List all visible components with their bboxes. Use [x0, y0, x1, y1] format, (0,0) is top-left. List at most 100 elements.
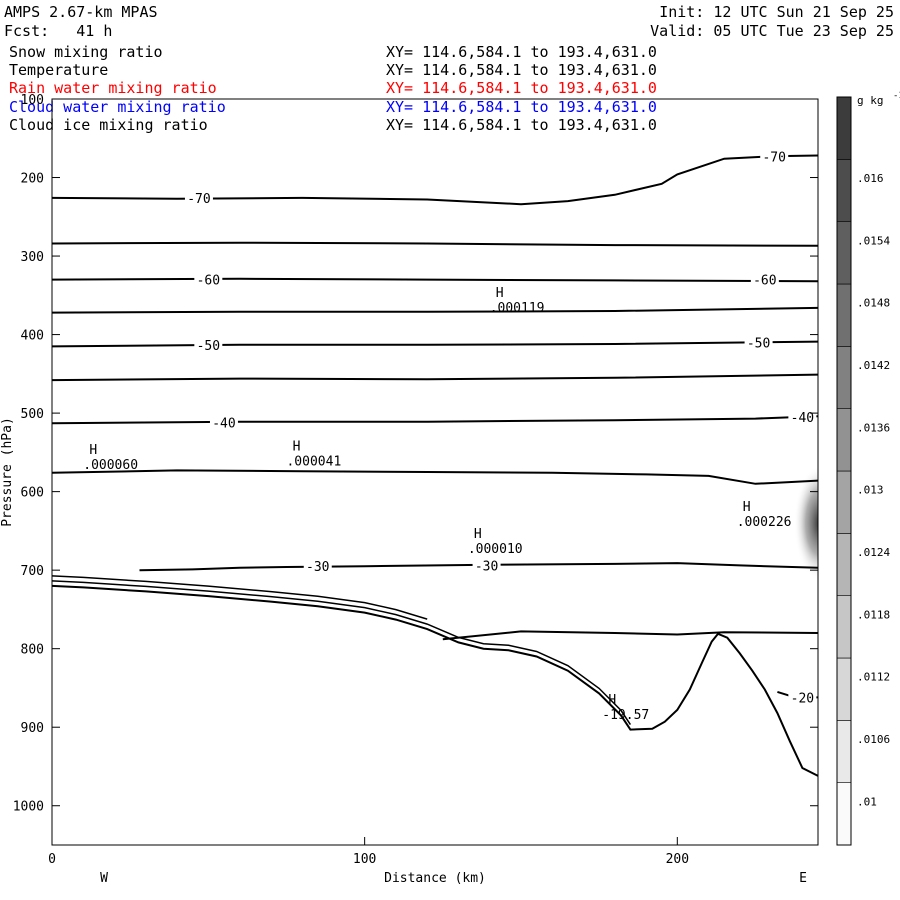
- colorbar-cell: [836, 470, 852, 534]
- max-marker: H: [474, 527, 482, 542]
- isotherm-label: -40: [791, 411, 814, 426]
- field-extent: XY= 114.6,584.1 to 193.4,631.0: [386, 79, 657, 98]
- isotherm-label: -70: [762, 150, 785, 165]
- valid-time: Valid: 05 UTC Tue 23 Sep 25: [650, 22, 894, 40]
- isotherm-label-bg: [744, 334, 773, 350]
- forecast-prefix: Fcst:: [4, 22, 50, 40]
- x-tick-label: 200: [666, 852, 689, 867]
- max-value: .000041: [286, 454, 341, 469]
- isotherm-label: -60: [197, 274, 220, 289]
- isotherm-label-bg: [303, 558, 332, 574]
- x-axis-label: Distance (km): [384, 871, 486, 886]
- max-value: .000060: [83, 458, 138, 473]
- field-name: Cloud ice mixing ratio: [9, 115, 208, 134]
- y-tick-label: 1000: [13, 800, 44, 815]
- colorbar-tick-label: .016: [857, 172, 884, 185]
- isotherm-line: [51, 154, 819, 206]
- isotherm-label-bg: [194, 336, 223, 352]
- field-name: Cloud water mixing ratio: [9, 97, 226, 116]
- colorbar-tick-label: .0118: [857, 608, 890, 621]
- colorbar-tick-label: .013: [857, 484, 884, 497]
- colorbar-cell: [836, 595, 852, 659]
- colorbar-tick-label: .0106: [857, 733, 890, 746]
- colorbar-tick-label: .0142: [857, 359, 890, 372]
- colorbar-cell: [836, 346, 852, 409]
- colorbar-frame: [836, 96, 852, 846]
- surface-contour-line: [51, 575, 428, 620]
- colorbar-cell: [836, 720, 852, 783]
- max-value: .000010: [468, 542, 523, 557]
- colorbar-cell: [836, 782, 852, 846]
- field-extent: XY= 114.6,584.1 to 193.4,631.0: [386, 61, 657, 80]
- max-marker: H: [293, 439, 301, 454]
- max-value: .000119: [490, 301, 545, 316]
- colorbar-cell: [836, 408, 852, 472]
- init-time: Init: 12 UTC Sun 21 Sep 25: [659, 3, 894, 21]
- isotherm-label-bg: [209, 414, 238, 430]
- x-tick-label: 0: [48, 852, 56, 867]
- field-extent: XY= 114.6,584.1 to 193.4,631.0: [386, 97, 657, 116]
- forecast-label: Fcst: 41 h: [4, 23, 112, 40]
- isotherm-line: [51, 415, 819, 425]
- isotherm-label: -50: [747, 336, 770, 351]
- colorbar-cell: [836, 533, 852, 596]
- isotherm-label: -50: [197, 339, 220, 354]
- isotherm-label-bg: [750, 271, 779, 287]
- field-name: Rain water mixing ratio: [9, 79, 217, 98]
- field-name: Snow mixing ratio: [9, 43, 163, 61]
- y-tick-label: 500: [21, 407, 44, 422]
- colorbar-tick-label: .0124: [857, 546, 890, 559]
- west-label: W: [100, 871, 108, 886]
- isotherm-line: [139, 562, 819, 572]
- y-tick-label: 100: [21, 93, 44, 108]
- colorbar-tick-label: .0136: [857, 421, 890, 434]
- colorbar-cell: [836, 657, 852, 721]
- colorbar-tick-label: .0112: [857, 671, 890, 684]
- field-extent: XY= 114.6,584.1 to 193.4,631.0: [386, 43, 657, 61]
- max-value: .000226: [737, 515, 792, 530]
- y-axis-label: Pressure (hPa): [0, 417, 15, 527]
- y-tick-label: 600: [21, 486, 44, 501]
- isotherm-line: [51, 241, 819, 247]
- isotherm-line: [51, 277, 819, 283]
- colorbar-cell: [836, 221, 852, 285]
- colorbar-cell: [836, 283, 852, 347]
- max-marker: H: [496, 286, 504, 301]
- isotherm-label: -40: [212, 417, 235, 432]
- isotherm-line: [442, 630, 819, 641]
- isotherm-line: [51, 340, 819, 348]
- isotherm-label-bg: [184, 189, 213, 205]
- east-label: E: [799, 871, 807, 886]
- y-tick-label: 700: [21, 564, 44, 579]
- colorbar-unit-exponent: -1: [893, 91, 900, 101]
- max-value: -19.57: [602, 708, 649, 723]
- field-extent: XY= 114.6,584.1 to 193.4,631.0: [386, 115, 657, 134]
- max-marker: H: [89, 443, 97, 458]
- surface-contour-line: [51, 580, 632, 726]
- isotherm-label: -70: [187, 192, 210, 207]
- y-tick-label: 900: [21, 721, 44, 736]
- colorbar-cell: [836, 96, 852, 160]
- isotherm-label-bg: [472, 557, 501, 573]
- isotherm-label-bg: [788, 689, 817, 705]
- isotherm-label-bg: [788, 409, 817, 425]
- isotherm-label: -60: [753, 274, 776, 289]
- colorbar-unit: g kg: [857, 94, 884, 107]
- colorbar-tick-label: .0148: [857, 297, 890, 310]
- isotherm-line: [51, 373, 819, 382]
- max-marker: H: [608, 693, 616, 708]
- isotherm-label-bg: [760, 148, 789, 164]
- isotherm-label: -30: [306, 560, 329, 575]
- y-tick-label: 400: [21, 329, 44, 344]
- model-name: AMPS 2.67-km MPAS: [4, 3, 158, 21]
- isotherm-label: -30: [475, 559, 498, 574]
- y-tick-label: 300: [21, 250, 44, 265]
- isotherm-line: [51, 306, 819, 314]
- forecast-hours: 41 h: [76, 22, 113, 40]
- colorbar-tick-label: .0154: [857, 234, 890, 247]
- colorbar-tick-label: .01: [857, 795, 877, 808]
- y-tick-label: 200: [21, 172, 44, 187]
- x-tick-label: 100: [353, 852, 376, 867]
- field-name: Temperature: [9, 61, 109, 80]
